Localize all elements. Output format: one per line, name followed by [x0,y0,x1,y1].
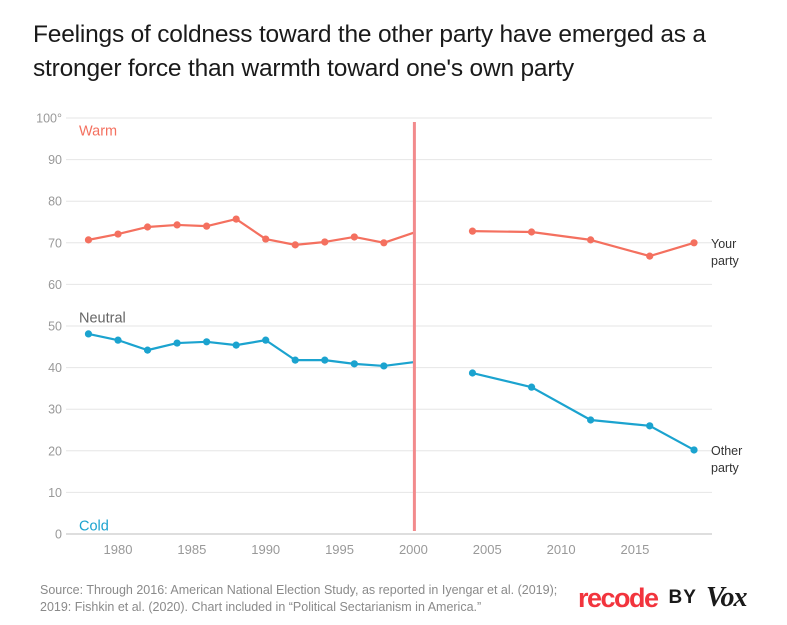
y-tick-label: 40 [48,361,62,375]
other-party-point [321,356,329,364]
your-party-line [88,217,414,246]
source-note: Source: Through 2016: American National … [40,583,558,614]
y-axis-ticks: 0 10 20 30 40 50 60 70 80 90 100° [36,112,62,542]
y-tick-label: 70 [48,236,62,250]
your-party-point [468,227,477,235]
y-tick-label: 0 [55,528,62,542]
x-tick-label: 2005 [473,542,502,557]
other-party-point [690,446,698,454]
annotation-neutral: Neutral [79,311,126,327]
y-tick-label: 50 [48,320,62,334]
other-party-label: Other [711,444,742,458]
your-party-point [587,236,595,244]
your-party-point [203,222,211,230]
other-party-point [173,339,181,347]
your-party-point [291,241,299,249]
your-party-point [527,228,536,236]
your-party-line [472,230,695,258]
y-tick-label: 20 [48,444,62,458]
chart-title: Feelings of coldness toward the other pa… [33,21,706,82]
y-tick-label: 60 [48,278,62,292]
series-group [84,215,698,454]
your-party-point [646,252,654,260]
your-party-point [143,223,152,231]
other-party-point [527,383,536,391]
other-party-point [468,369,477,377]
other-party-line [472,371,695,451]
annotation-cold: Cold [79,519,109,535]
other-party-point [350,360,358,368]
vox-logo: Vox [705,582,748,613]
your-party-point [84,236,93,244]
x-tick-label: 2000 [399,542,428,557]
other-party-point [232,341,240,349]
your-party-point [321,238,329,246]
x-tick-label: 1995 [325,542,354,557]
line-chart: 0 10 20 30 40 50 60 70 80 90 100° 1980 1985 1990 1995… [36,112,742,558]
other-party-point [262,336,270,344]
logo: recode BY Vox [578,582,748,613]
your-party-point [350,233,358,241]
other-party-point [203,338,211,346]
y-tick-label: 80 [48,195,62,209]
x-tick-label: 2010 [547,542,576,557]
series-labels: Your party Other party [711,237,742,475]
your-party-point [114,230,122,238]
other-party-point [143,346,152,354]
other-party-point [84,330,93,338]
other-party-point [380,362,388,370]
your-party-point [690,239,698,247]
x-tick-label: 1980 [104,542,133,557]
other-party-point [646,422,654,430]
y-tick-label: 100° [36,112,62,126]
other-party-point [291,356,299,364]
your-party-label: party [711,254,740,268]
other-party-point [114,336,122,344]
x-tick-label: 1985 [177,542,206,557]
your-party-label: Your [711,237,736,251]
your-party-point [262,235,270,243]
y-tick-label: 30 [48,403,62,417]
annotation-warm: Warm [79,123,117,139]
other-party-point [587,416,595,424]
annotations: Warm Neutral Cold [79,123,126,534]
your-party-point [380,239,388,247]
your-party-point [232,215,240,223]
x-tick-label: 2015 [620,542,649,557]
y-tick-label: 90 [48,153,62,167]
gridlines [66,117,712,535]
y-tick-label: 10 [48,486,62,500]
your-party-point [173,221,181,229]
x-axis-ticks: 1980 1985 1990 1995 2000 2005 2010 2015 [104,542,650,557]
other-party-label: party [711,461,740,475]
x-tick-label: 1990 [251,542,280,557]
recode-logo: recode [578,582,659,613]
other-party-line [88,332,414,368]
by-text: BY [668,587,697,608]
